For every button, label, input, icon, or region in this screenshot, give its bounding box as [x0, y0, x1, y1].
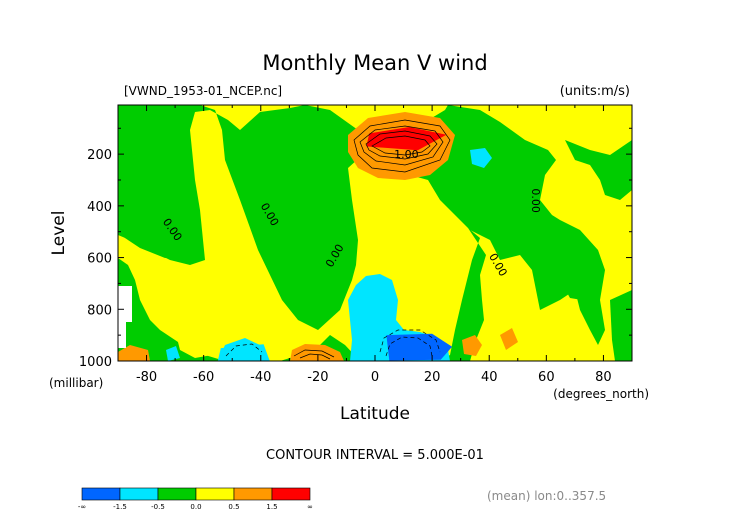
missing-data-region [118, 318, 126, 348]
x-tick-label: -40 [250, 370, 271, 385]
x-tick-label: -60 [193, 370, 214, 385]
colorbar [81, 487, 311, 501]
cyan-region [470, 148, 492, 168]
x-tick-label: -80 [136, 370, 157, 385]
blue-region [386, 333, 453, 361]
contour-lines [225, 119, 451, 360]
green-region [565, 140, 632, 200]
orange-region [462, 335, 482, 356]
y-tick-label: 600 [87, 252, 112, 267]
x-tick-label: 40 [481, 370, 498, 385]
cyan-region [166, 346, 180, 361]
data-regions [217, 127, 453, 361]
y-axis-label: Level [49, 211, 69, 256]
orange-region [118, 345, 150, 361]
red-region [366, 127, 447, 151]
colorbar-label: 1.5 [266, 503, 277, 511]
colorbar-label: -0.5 [151, 503, 165, 511]
contour-label: 0.00 [529, 188, 542, 213]
colorbar-label: 0.0 [190, 503, 201, 511]
yellow-region [215, 265, 255, 320]
chart-title: Monthly Mean V wind [262, 51, 487, 75]
colorbar-swatch [81, 487, 121, 501]
colorbar-label: ∞ [307, 503, 313, 511]
colorbar-label: -1.5 [113, 503, 127, 511]
colorbar-swatch [157, 487, 197, 501]
y-tick-label: 400 [87, 200, 112, 215]
green-region [395, 105, 605, 345]
colorbar-swatch [119, 487, 159, 501]
colorbar-labels: -∞ -1.5 -0.5 0.0 0.5 1.5 ∞ [78, 503, 313, 511]
green-region [610, 290, 632, 361]
green-region [552, 240, 590, 300]
x-tick-label: -20 [307, 370, 328, 385]
y-tick-label: 800 [87, 303, 112, 318]
x-axis-label: Latitude [340, 404, 410, 424]
colorbar-swatch [233, 487, 273, 501]
colorbar-label: 0.5 [228, 503, 239, 511]
x-tick-label: 0 [371, 370, 379, 385]
x-tick-label: 80 [595, 370, 612, 385]
filled-contour-regions [118, 105, 632, 361]
missing-data-region [118, 286, 132, 322]
axis-ticks [117, 105, 633, 362]
x-unit-label: (degrees_north) [553, 387, 649, 401]
cyan-left-region [217, 344, 270, 361]
units-label: (units:m/s) [560, 84, 630, 99]
colorbar-label: -∞ [78, 503, 86, 511]
colorbar-swatch [271, 487, 311, 501]
y-tick-label: 200 [87, 148, 112, 163]
contour-interval-text: CONTOUR INTERVAL = 5.000E-01 [266, 448, 484, 463]
dataset-label: [VWND_1953-01_NCEP.nc] [124, 84, 282, 98]
colorbar-swatch [195, 487, 235, 501]
y-tick-labels: 200 400 600 800 1000 [79, 148, 112, 370]
x-tick-label: 20 [424, 370, 441, 385]
orange-region [500, 328, 518, 350]
y-unit-label: (millibar) [49, 376, 103, 390]
footer-note: (mean) lon:0..357.5 [487, 489, 606, 503]
green-region [118, 105, 195, 258]
x-tick-labels: -80 -60 -40 -20 0 20 40 60 80 [136, 370, 612, 385]
y-tick-label: 1000 [79, 355, 112, 370]
contour-label: 1.00 [394, 148, 419, 161]
yellow-region [175, 325, 215, 358]
green-region [118, 228, 486, 361]
plot-area: 0.000.000.00 0.000.001.00 [118, 105, 632, 361]
x-tick-label: 60 [538, 370, 555, 385]
